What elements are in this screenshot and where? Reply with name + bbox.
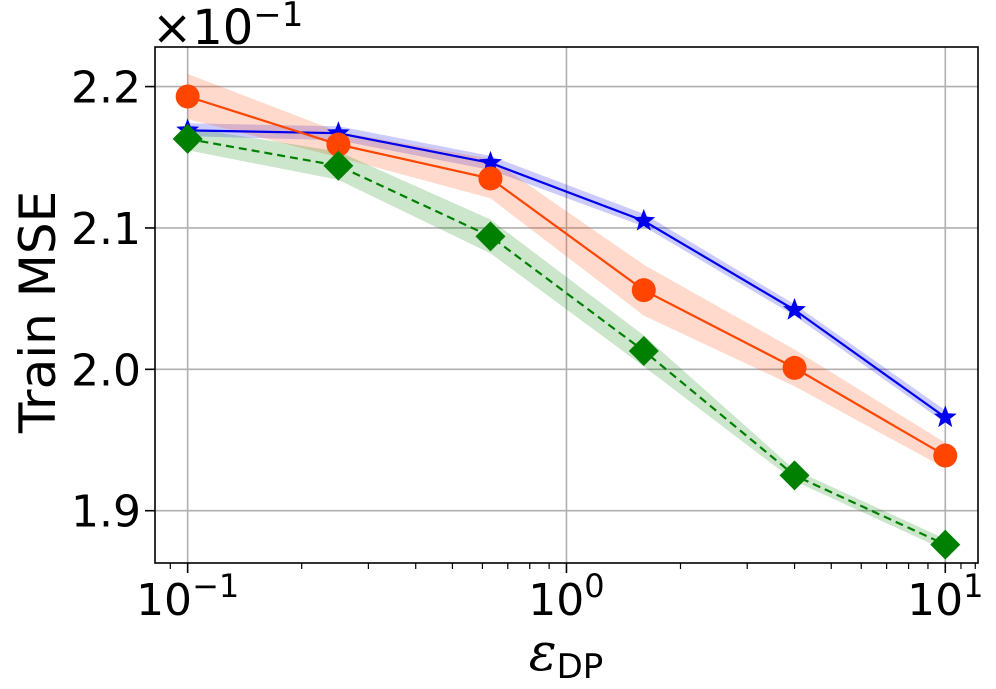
series-2-line xyxy=(187,137,946,546)
series-0-point xyxy=(933,405,957,428)
axis-ticks: 10−1 100 101 1.9 2.0 2.1 2.2 xyxy=(71,63,983,626)
y-tick-label: 2.1 xyxy=(71,204,141,255)
series-2-point xyxy=(779,460,810,491)
series-2-point xyxy=(475,221,506,252)
grid xyxy=(155,47,978,563)
series-0-point xyxy=(783,297,806,320)
series-0-point xyxy=(327,121,350,143)
series-1-point xyxy=(782,355,807,380)
y-axis-label: Train MSE xyxy=(9,191,67,434)
series-0-point xyxy=(479,150,502,173)
series-0-point xyxy=(632,208,656,231)
series-1-point xyxy=(478,166,503,191)
x-tick-label: 10−1 xyxy=(136,567,239,626)
series-2-point xyxy=(628,335,659,366)
y-tick-label: 2.0 xyxy=(71,345,141,396)
series-2-point xyxy=(930,529,961,560)
series-markers xyxy=(172,84,961,560)
series-2-band xyxy=(187,127,946,551)
series-1-point xyxy=(175,84,200,109)
series-1-line xyxy=(187,95,946,457)
series-2-point xyxy=(172,123,203,154)
series-1-point xyxy=(933,443,958,468)
x-tick-label: 101 xyxy=(907,567,983,626)
y-offset-label: ×10−1 xyxy=(152,0,303,56)
y-tick-label: 1.9 xyxy=(71,487,141,538)
y-tick-label: 2.2 xyxy=(71,63,141,114)
series-lines xyxy=(187,95,946,546)
series-1-point xyxy=(631,278,656,303)
x-tick-label: 100 xyxy=(528,567,604,626)
series-2-point xyxy=(323,150,354,181)
x-axis-label: εDP xyxy=(529,623,604,687)
series-0-line xyxy=(187,129,946,419)
series-1-band xyxy=(187,73,946,469)
series-1-point xyxy=(326,132,351,157)
confidence-bands xyxy=(187,73,946,551)
